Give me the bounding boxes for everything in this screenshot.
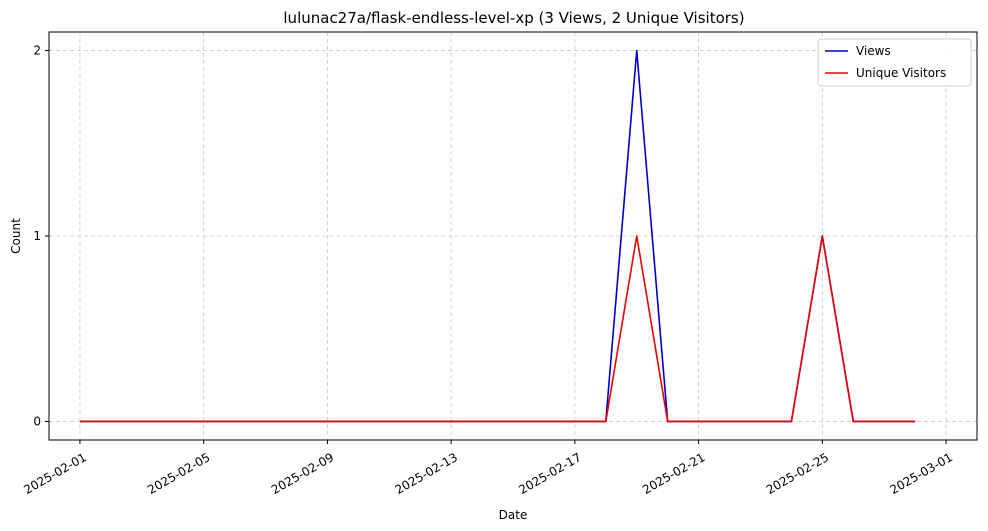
y-tick-label: 2 <box>33 44 41 58</box>
y-tick-label: 0 <box>33 414 41 428</box>
legend-label: Unique Visitors <box>856 66 946 80</box>
y-axis-title: Count <box>9 218 23 254</box>
series-group <box>79 49 916 423</box>
legend-box <box>817 38 972 87</box>
legend-label: Views <box>856 44 891 58</box>
legend: Views Unique Visitors <box>817 38 972 87</box>
y-axis: 0 1 2 <box>33 44 49 428</box>
y-tick-label: 1 <box>33 229 41 243</box>
x-axis-title: Date <box>499 508 528 522</box>
chart-title: lulunac27a/flask-endless-level-xp (3 Vie… <box>283 9 744 27</box>
series-line-unique-visitors <box>79 235 916 423</box>
